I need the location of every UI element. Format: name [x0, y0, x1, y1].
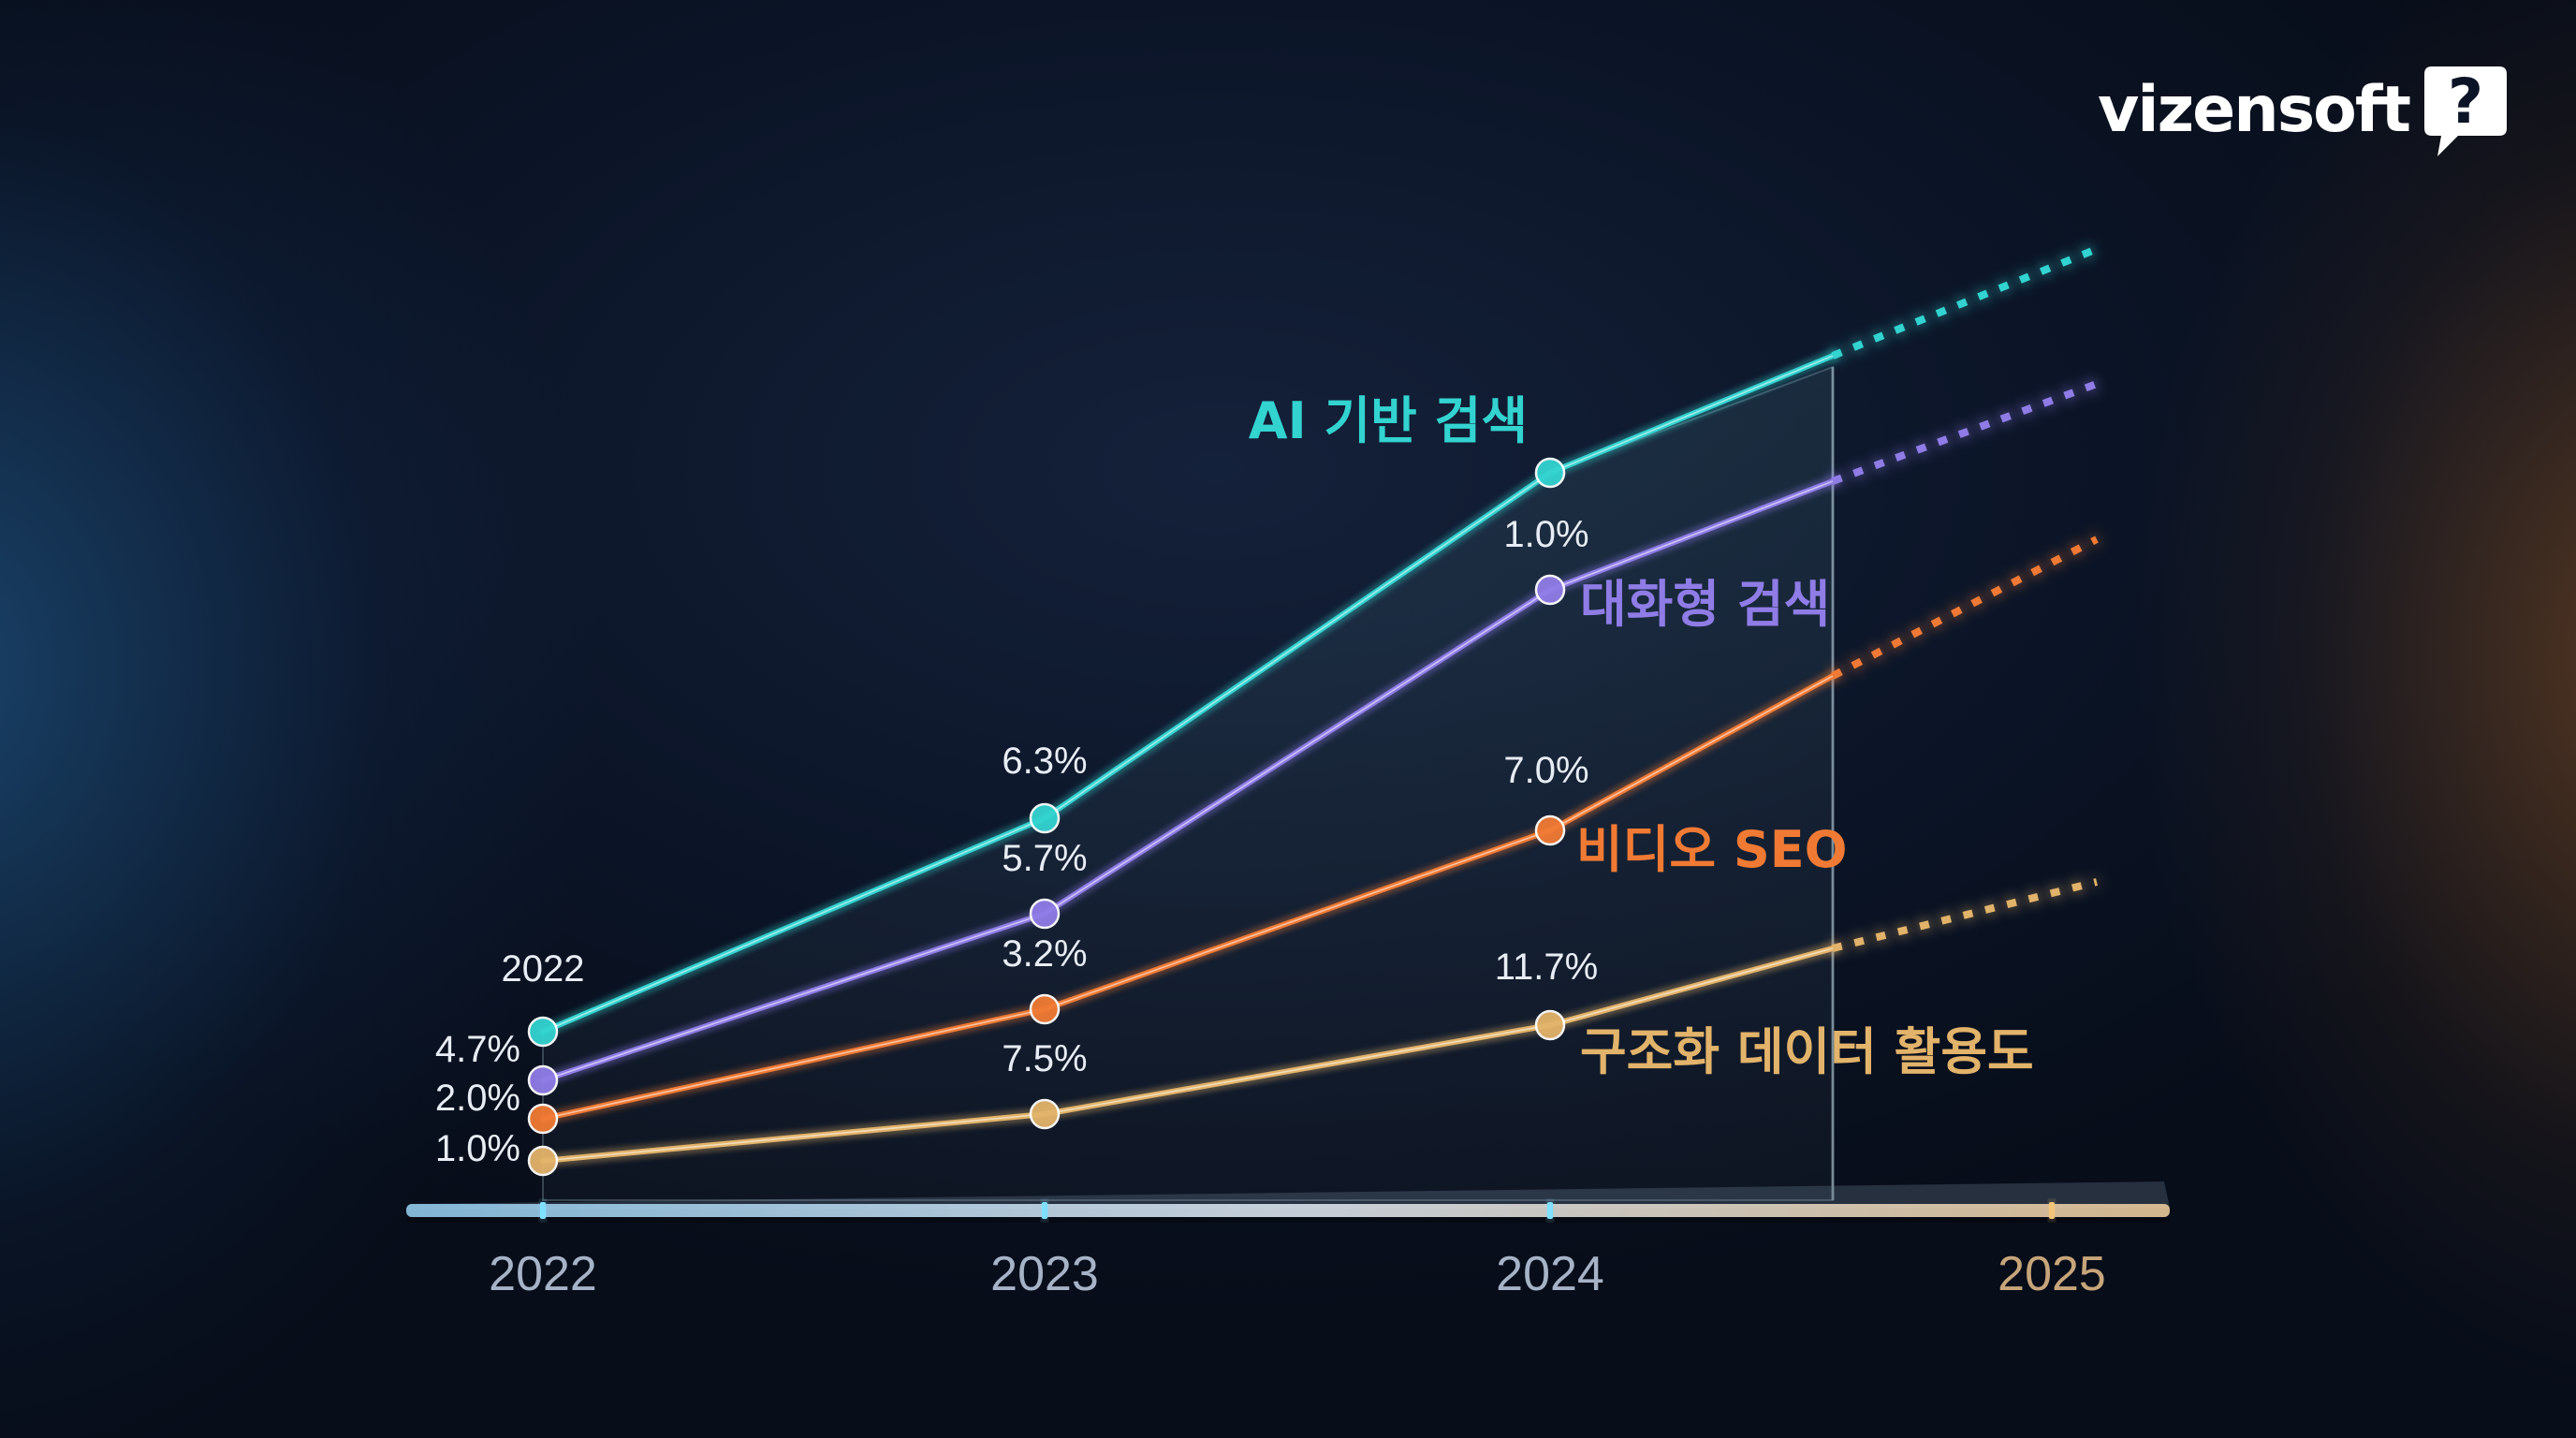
value-label-conversational_search-2024: 1.0% [1503, 514, 1588, 555]
x-tick-label-2023: 2023 [990, 1247, 1099, 1301]
x-tick-2022 [540, 1202, 546, 1219]
x-tick-2025 [2049, 1202, 2055, 1219]
baseline-platform-top [406, 1181, 2170, 1210]
value-label-structured_data-2023: 7.5% [1002, 1038, 1087, 1079]
point-conversational_search-2024 [1534, 574, 1566, 606]
point-structured_data-2022 [527, 1145, 559, 1177]
series-projection-video_seo [1831, 536, 2099, 680]
x-tick-2023 [1042, 1202, 1047, 1219]
series-highlight-ai_search [542, 355, 1834, 1033]
value-label-ai_search-2022: 2022 [502, 948, 585, 990]
series-projection-conversational_search [1831, 380, 2099, 485]
x-tick-label-2024: 2024 [1496, 1247, 1604, 1301]
speech-bubble-question-icon: ? [2421, 61, 2510, 160]
series-label-structured_data: 구조화 데이터 활용도 [1580, 1022, 2034, 1081]
baseline-platform-shadow [406, 1217, 2170, 1223]
series-highlight-structured_data [542, 947, 1834, 1162]
point-video_seo-2024 [1534, 814, 1566, 846]
logo-question-mark: ? [2448, 66, 2483, 138]
value-label-structured_data-2024: 11.7% [1495, 946, 1598, 988]
series-highlight-conversational_search [542, 480, 1834, 1081]
point-conversational_search-2023 [1029, 898, 1061, 930]
series-projection-ai_search [1831, 245, 2099, 360]
baseline-platform [406, 1204, 2170, 1217]
point-ai_search-2022 [527, 1016, 559, 1048]
series-highlight-video_seo [542, 675, 1834, 1120]
point-conversational_search-2022 [527, 1064, 559, 1096]
x-tick-2024 [1547, 1202, 1553, 1219]
value-label-video_seo-2024: 7.0% [1503, 750, 1588, 791]
vizensoft-logo: vizensoft ? [2098, 54, 2510, 167]
value-label-conversational_search-2023: 5.7% [1002, 838, 1087, 879]
value-label-structured_data-2022: 1.0% [435, 1128, 520, 1169]
series-projection-structured_data [1832, 878, 2098, 952]
point-structured_data-2024 [1534, 1009, 1566, 1041]
x-tick-label-2022: 2022 [489, 1247, 597, 1301]
series-label-ai_search: AI 기반 검색 [1249, 391, 1528, 450]
point-ai_search-2023 [1029, 802, 1061, 834]
series-label-video_seo: 비디오 SEO [1576, 820, 1848, 879]
point-ai_search-2024 [1534, 457, 1566, 489]
value-label-conversational_search-2022: 4.7% [435, 1029, 520, 1070]
value-label-video_seo-2022: 2.0% [435, 1078, 520, 1119]
value-label-ai_search-2023: 6.3% [1002, 741, 1087, 782]
x-tick-label-2025: 2025 [1998, 1247, 2106, 1301]
logo-wordmark: vizensoft [2097, 73, 2411, 147]
point-video_seo-2023 [1029, 993, 1061, 1025]
value-label-video_seo-2023: 3.2% [1002, 933, 1087, 975]
series-label-conversational_search: 대화형 검색 [1580, 575, 1830, 634]
point-video_seo-2022 [527, 1103, 559, 1135]
point-structured_data-2023 [1029, 1098, 1061, 1130]
